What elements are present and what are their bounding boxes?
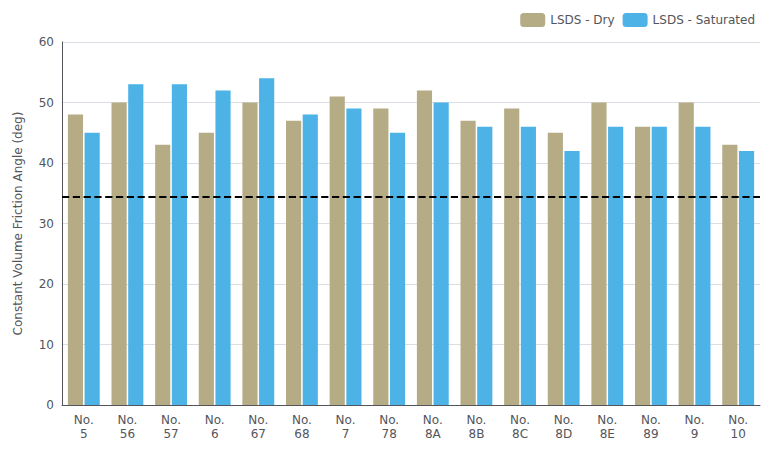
svg-text:No.: No.	[510, 413, 530, 427]
svg-text:No.: No.	[161, 413, 181, 427]
svg-text:No.: No.	[292, 413, 312, 427]
svg-text:20: 20	[39, 277, 54, 291]
svg-text:Constant Volume Friction Angle: Constant Volume Friction Angle (deg)	[11, 112, 25, 336]
svg-text:9: 9	[691, 427, 699, 441]
svg-text:40: 40	[39, 156, 54, 170]
svg-text:10: 10	[39, 338, 54, 352]
svg-text:10: 10	[731, 427, 746, 441]
svg-text:No.: No.	[554, 413, 574, 427]
svg-text:No.: No.	[117, 413, 137, 427]
svg-text:No.: No.	[597, 413, 617, 427]
svg-text:8A: 8A	[425, 427, 442, 441]
svg-text:8C: 8C	[512, 427, 528, 441]
svg-text:No.: No.	[728, 413, 748, 427]
svg-text:68: 68	[294, 427, 309, 441]
svg-text:No.: No.	[423, 413, 443, 427]
svg-text:0: 0	[46, 398, 54, 412]
svg-text:No.: No.	[74, 413, 94, 427]
svg-text:No.: No.	[466, 413, 486, 427]
svg-text:6: 6	[211, 427, 219, 441]
svg-text:78: 78	[382, 427, 397, 441]
svg-text:8B: 8B	[469, 427, 485, 441]
svg-text:No.: No.	[336, 413, 356, 427]
svg-text:57: 57	[163, 427, 178, 441]
svg-text:67: 67	[251, 427, 266, 441]
svg-text:7: 7	[342, 427, 350, 441]
svg-text:No.: No.	[685, 413, 705, 427]
svg-text:60: 60	[39, 35, 54, 49]
svg-text:LSDS - Saturated: LSDS - Saturated	[653, 13, 755, 27]
svg-text:8D: 8D	[555, 427, 572, 441]
svg-text:No.: No.	[379, 413, 399, 427]
svg-text:LSDS - Dry: LSDS - Dry	[550, 13, 614, 27]
svg-text:50: 50	[39, 96, 54, 110]
svg-text:No.: No.	[248, 413, 268, 427]
svg-text:56: 56	[120, 427, 135, 441]
svg-text:89: 89	[643, 427, 658, 441]
svg-text:30: 30	[39, 217, 54, 231]
svg-text:5: 5	[80, 427, 88, 441]
svg-text:8E: 8E	[600, 427, 615, 441]
svg-text:No.: No.	[205, 413, 225, 427]
svg-text:No.: No.	[641, 413, 661, 427]
